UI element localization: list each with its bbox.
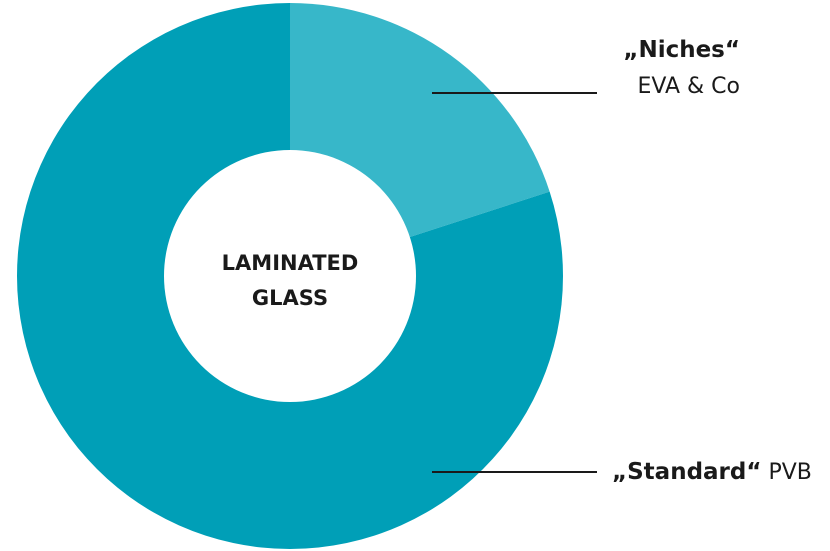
standard-label: „Standard“	[612, 459, 761, 485]
niches-label: „Niches“	[623, 37, 740, 63]
center-label-line-1: LAMINATED	[222, 251, 359, 275]
donut-hole	[164, 150, 416, 402]
center-label-line-2: GLASS	[252, 286, 328, 310]
standard-sublabel: PVB	[768, 460, 811, 485]
standard-sublabel-space	[761, 460, 768, 485]
niches-sublabel: EVA & Co	[637, 74, 740, 99]
standard-callout: „Standard“ PVB	[612, 459, 812, 485]
